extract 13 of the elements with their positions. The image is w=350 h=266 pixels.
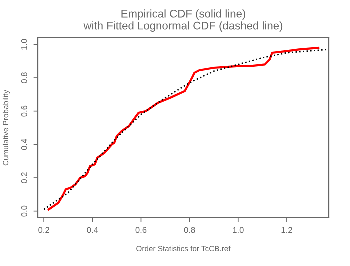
y-tick-label: 1.0 — [21, 39, 28, 50]
y-tick-label: 0.8 — [21, 72, 28, 84]
y-tick-label: 0.2 — [21, 172, 28, 184]
y-tick-label: 0.4 — [21, 139, 28, 150]
x-tick-label: 0.4 — [87, 227, 98, 234]
chart-title: Empirical CDF (solid line) with Fitted Lognormal CDF (dashed line) — [84, 10, 283, 32]
y-tick-label: 0.6 — [21, 106, 28, 117]
x-tick-label: 1.2 — [282, 227, 292, 234]
x-tick-label: 0.8 — [184, 227, 196, 234]
x-tick-label: 0.6 — [136, 227, 147, 234]
x-tick-label: 1.0 — [233, 227, 244, 234]
y-tick-label: 0.0 — [21, 206, 28, 217]
x-tick-label: 0.2 — [38, 227, 50, 234]
